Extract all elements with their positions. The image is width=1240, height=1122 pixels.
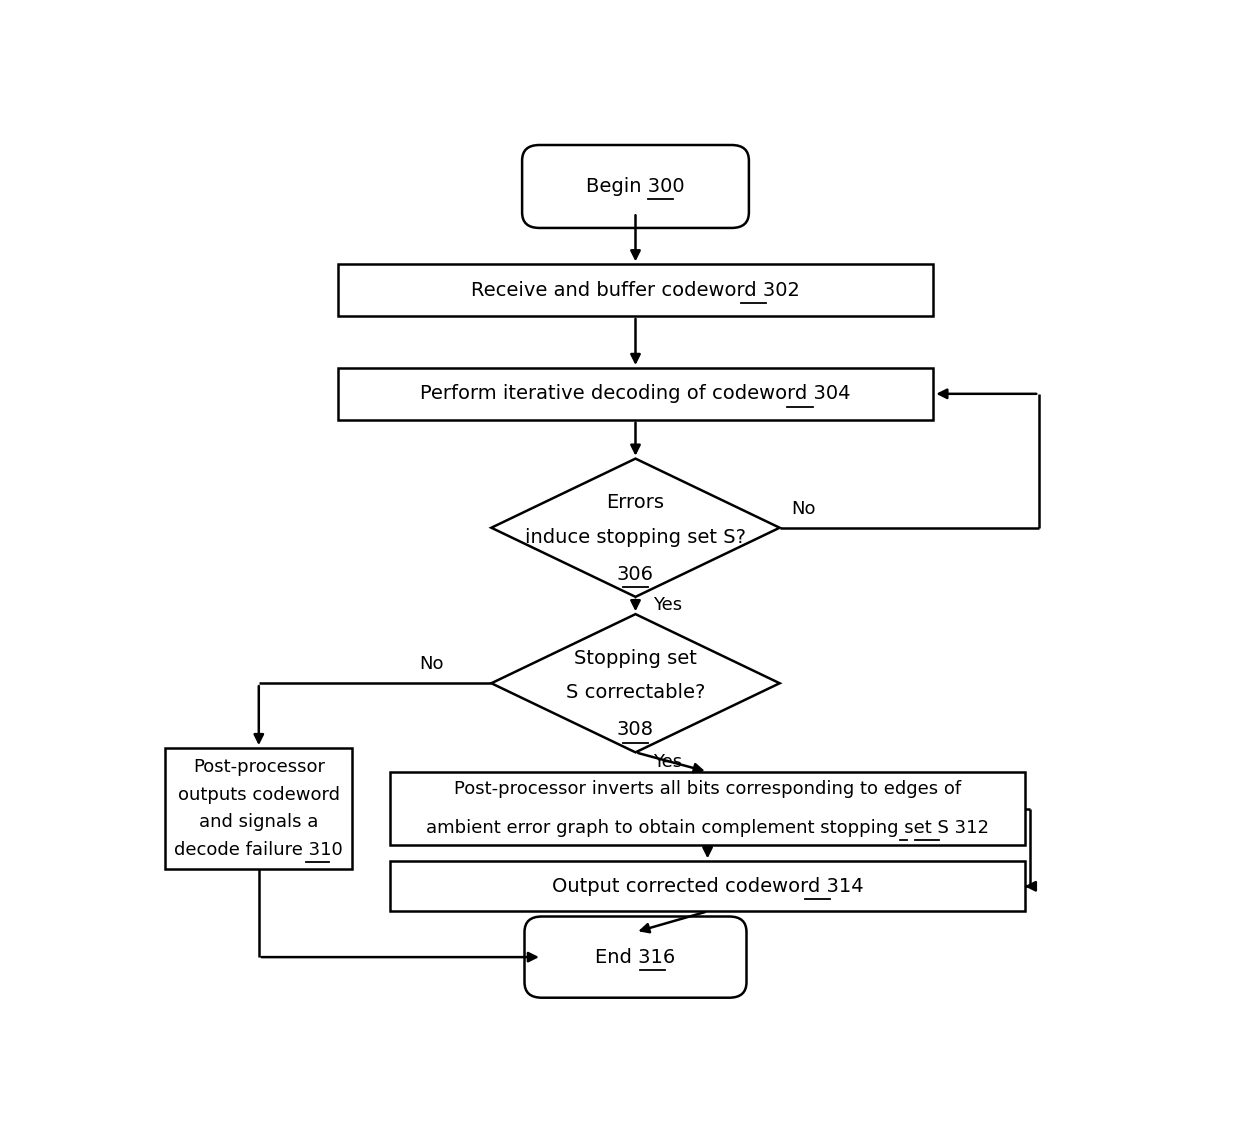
Polygon shape xyxy=(491,614,780,753)
Text: decode failure 310: decode failure 310 xyxy=(175,842,343,859)
Bar xyxy=(391,862,1024,911)
Bar xyxy=(165,748,352,868)
FancyBboxPatch shape xyxy=(522,145,749,228)
Text: Output corrected codeword 314: Output corrected codeword 314 xyxy=(552,876,863,895)
Text: 308: 308 xyxy=(618,720,653,739)
Text: No: No xyxy=(419,655,444,673)
Text: outputs codeword: outputs codeword xyxy=(177,785,340,803)
Text: Post-processor inverts all bits corresponding to edges of: Post-processor inverts all bits correspo… xyxy=(454,780,961,798)
Text: Post-processor: Post-processor xyxy=(192,758,325,776)
Text: End 316: End 316 xyxy=(595,948,676,967)
Text: induce stopping set S?: induce stopping set S? xyxy=(525,527,746,546)
Bar xyxy=(391,772,1024,845)
Text: Begin 300: Begin 300 xyxy=(587,177,684,196)
Text: No: No xyxy=(791,499,816,517)
FancyBboxPatch shape xyxy=(525,917,746,997)
Text: Receive and buffer codeword 302: Receive and buffer codeword 302 xyxy=(471,280,800,300)
Text: Yes: Yes xyxy=(652,753,682,771)
Text: S correctable?: S correctable? xyxy=(565,683,706,702)
Text: 306: 306 xyxy=(618,564,653,583)
Text: Yes: Yes xyxy=(652,597,682,615)
Polygon shape xyxy=(491,459,780,597)
Text: Stopping set: Stopping set xyxy=(574,649,697,668)
Text: Errors: Errors xyxy=(606,494,665,513)
Text: and signals a: and signals a xyxy=(200,813,319,831)
Text: ambient error graph to obtain complement stopping set S 312: ambient error graph to obtain complement… xyxy=(427,819,990,837)
Bar xyxy=(337,265,934,316)
Text: Perform iterative decoding of codeword 304: Perform iterative decoding of codeword 3… xyxy=(420,385,851,403)
Bar xyxy=(337,368,934,420)
